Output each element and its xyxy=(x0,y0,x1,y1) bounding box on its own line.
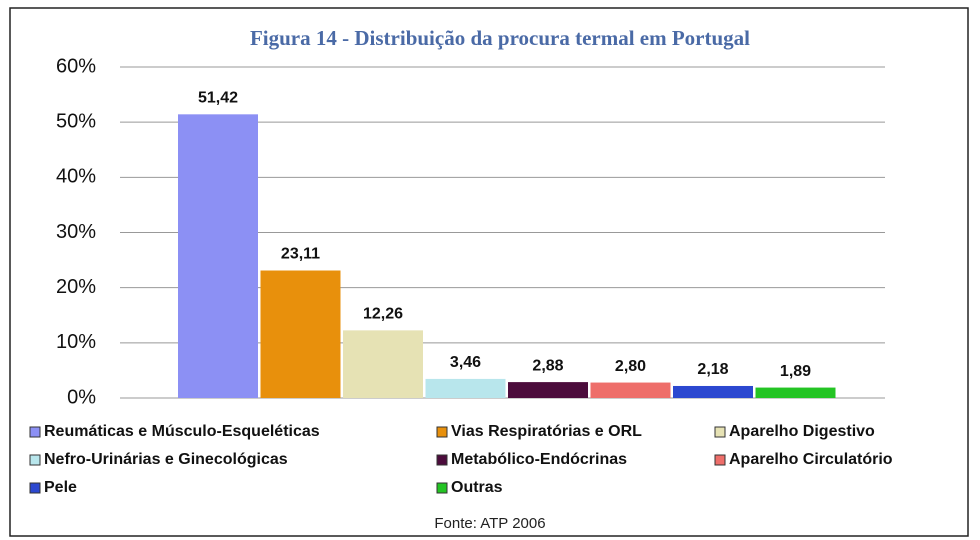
legend-swatch xyxy=(714,426,726,438)
bar xyxy=(260,270,341,398)
legend-label: Reumáticas e Músculo-Esqueléticas xyxy=(44,423,320,440)
legend-swatch xyxy=(714,454,726,466)
y-tick-label: 0% xyxy=(67,386,96,408)
legend-swatch xyxy=(29,482,41,494)
legend-swatch xyxy=(436,482,448,494)
chart-title: Figura 14 - Distribuição da procura term… xyxy=(250,26,750,50)
y-tick-label: 10% xyxy=(56,331,96,353)
legend-label: Metabólico-Endócrinas xyxy=(451,451,627,468)
legend-label: Pele xyxy=(44,479,77,496)
legend-swatch xyxy=(29,454,41,466)
bar xyxy=(590,382,671,398)
y-tick-label: 60% xyxy=(56,55,96,77)
legend-swatch xyxy=(436,426,448,438)
frame xyxy=(9,7,969,537)
bar xyxy=(343,330,423,398)
legend-label: Vias Respiratórias e ORL xyxy=(451,423,642,440)
y-tick-label: 50% xyxy=(56,110,96,132)
data-label: 2,88 xyxy=(532,357,563,374)
data-label: 2,18 xyxy=(697,361,728,378)
y-tick-label: 20% xyxy=(56,276,96,298)
legend-label: Nefro-Urinárias e Ginecológicas xyxy=(44,451,288,468)
source-note: Fonte: ATP 2006 xyxy=(434,515,545,532)
bar xyxy=(673,385,753,398)
data-label: 3,46 xyxy=(450,354,481,371)
data-label: 2,80 xyxy=(615,358,646,375)
bar xyxy=(425,378,506,398)
legend-swatch xyxy=(436,454,448,466)
bar xyxy=(178,114,258,398)
data-label: 23,11 xyxy=(281,246,320,263)
data-label: 51,42 xyxy=(198,90,238,107)
bar xyxy=(508,382,588,398)
legend-label: Outras xyxy=(451,479,503,496)
legend-swatch xyxy=(29,426,41,438)
legend-label: Aparelho Digestivo xyxy=(729,423,875,440)
data-label: 1,89 xyxy=(780,363,811,380)
y-tick-label: 40% xyxy=(56,166,96,188)
data-label: 12,26 xyxy=(363,306,403,323)
bar xyxy=(755,387,836,398)
y-tick-label: 30% xyxy=(56,221,96,243)
legend-label: Aparelho Circulatório xyxy=(729,451,893,468)
